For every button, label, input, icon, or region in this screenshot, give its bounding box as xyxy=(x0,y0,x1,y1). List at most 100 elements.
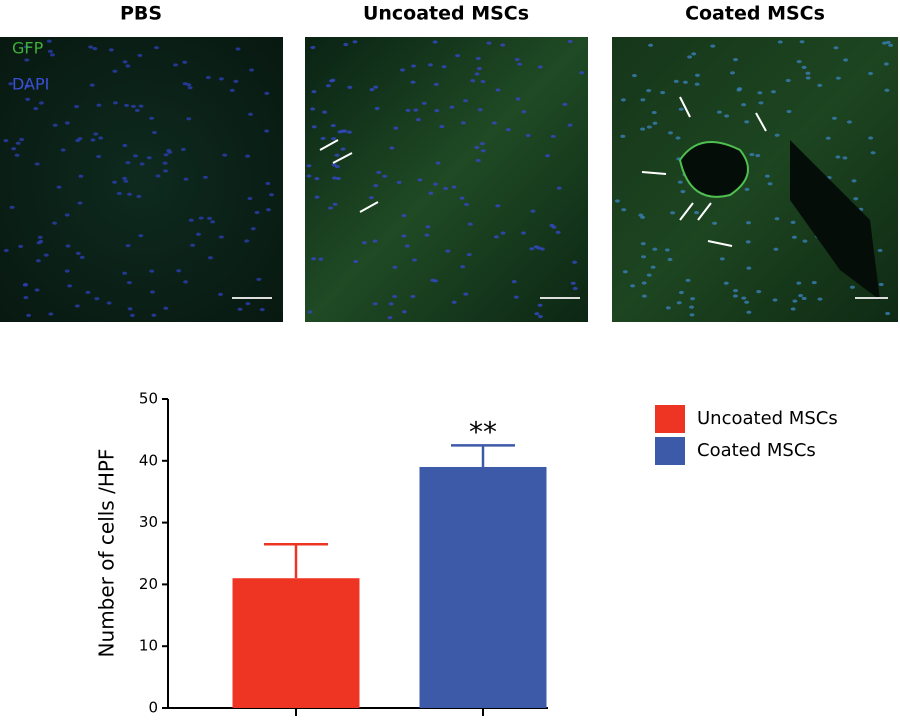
nucleus xyxy=(56,185,62,189)
nucleus xyxy=(65,244,71,248)
nucleus xyxy=(785,78,791,83)
nucleus xyxy=(38,101,44,105)
nucleus xyxy=(401,310,407,314)
nucleus xyxy=(521,110,527,114)
nucleus xyxy=(756,290,762,294)
nucleus xyxy=(746,266,752,270)
nucleus xyxy=(493,235,499,239)
nucleus xyxy=(92,47,98,51)
nucleus xyxy=(567,39,573,44)
nucleus xyxy=(550,134,556,139)
y-tick-label: 0 xyxy=(148,699,158,717)
nucleus xyxy=(108,48,114,52)
nucleus xyxy=(835,155,841,159)
nucleus xyxy=(23,295,29,300)
nucleus xyxy=(641,281,647,285)
nucleus xyxy=(536,246,542,250)
nucleus xyxy=(24,84,30,88)
nucleus xyxy=(122,176,128,180)
nucleus xyxy=(791,235,797,239)
nucleus xyxy=(37,235,43,239)
nucleus xyxy=(685,278,691,282)
nucleus xyxy=(511,280,517,284)
nucleus xyxy=(149,290,155,294)
nucleus xyxy=(537,65,543,69)
nucleus xyxy=(413,108,419,112)
nucleus xyxy=(343,42,349,47)
nucleus xyxy=(376,170,382,174)
nucleus xyxy=(525,133,531,138)
nucleus xyxy=(112,180,118,184)
nucleus xyxy=(641,294,647,298)
nucleus xyxy=(513,295,519,299)
nucleus xyxy=(129,313,135,317)
nucleus xyxy=(798,293,804,298)
nucleus xyxy=(180,147,186,152)
nucleus xyxy=(475,158,481,163)
nucleus xyxy=(337,130,343,134)
nucleus xyxy=(247,196,253,201)
nucleus xyxy=(22,283,28,287)
nucleus xyxy=(404,244,410,248)
nucleus xyxy=(125,161,131,165)
nucleus xyxy=(746,221,752,225)
nucleus xyxy=(877,248,883,253)
nucleus xyxy=(307,310,313,314)
nucleus xyxy=(670,211,676,215)
nucleus xyxy=(126,281,132,285)
nucleus xyxy=(777,40,783,44)
nucleus xyxy=(712,221,718,225)
nucleus xyxy=(96,154,102,159)
nucleus xyxy=(331,137,337,141)
nucleus xyxy=(149,116,155,120)
nucleus xyxy=(805,76,811,80)
nucleus xyxy=(134,108,140,113)
nucleus xyxy=(755,153,761,158)
nucleus xyxy=(218,77,224,81)
nucleus xyxy=(77,201,83,205)
nucleus xyxy=(166,148,172,153)
nucleus xyxy=(187,86,193,90)
nucleus xyxy=(796,281,802,285)
nucleus xyxy=(8,82,14,86)
nucleus xyxy=(401,234,407,238)
y-tick-label: 30 xyxy=(139,513,158,531)
nucleus xyxy=(328,206,334,210)
nuclei xyxy=(3,39,894,320)
nucleus xyxy=(48,312,54,316)
nucleus xyxy=(878,282,884,287)
nucleus xyxy=(521,231,527,235)
y-tick-label: 50 xyxy=(139,390,158,408)
nucleus xyxy=(460,121,466,125)
nucleus xyxy=(151,313,157,317)
nucleus xyxy=(614,199,620,203)
nucleus xyxy=(106,301,112,305)
nucleus xyxy=(421,101,427,105)
nucleus xyxy=(885,311,891,316)
nucleus xyxy=(411,64,417,68)
nucleus xyxy=(676,301,682,305)
nucleus xyxy=(630,284,636,288)
nucleus xyxy=(744,187,750,191)
nucleus xyxy=(155,174,161,178)
nucleus xyxy=(505,128,511,132)
nucleus xyxy=(529,247,535,251)
legend-label: Uncoated MSCs xyxy=(697,408,838,429)
nucleus xyxy=(139,162,145,166)
panel-title: Uncoated MSCs xyxy=(363,3,529,25)
nucleus xyxy=(146,156,152,160)
nucleus xyxy=(640,98,646,102)
nucleus xyxy=(331,176,337,180)
nucleus xyxy=(33,106,39,111)
nucleus xyxy=(325,84,331,88)
nucleus xyxy=(318,257,324,261)
nucleus xyxy=(18,244,24,249)
nucleus xyxy=(310,45,316,50)
nucleus xyxy=(417,178,423,182)
nucleus xyxy=(382,174,388,178)
nucleus xyxy=(3,248,9,253)
nucleus xyxy=(314,177,320,181)
nucleus xyxy=(451,185,457,189)
nucleus xyxy=(517,62,523,66)
nucleus xyxy=(233,79,239,83)
